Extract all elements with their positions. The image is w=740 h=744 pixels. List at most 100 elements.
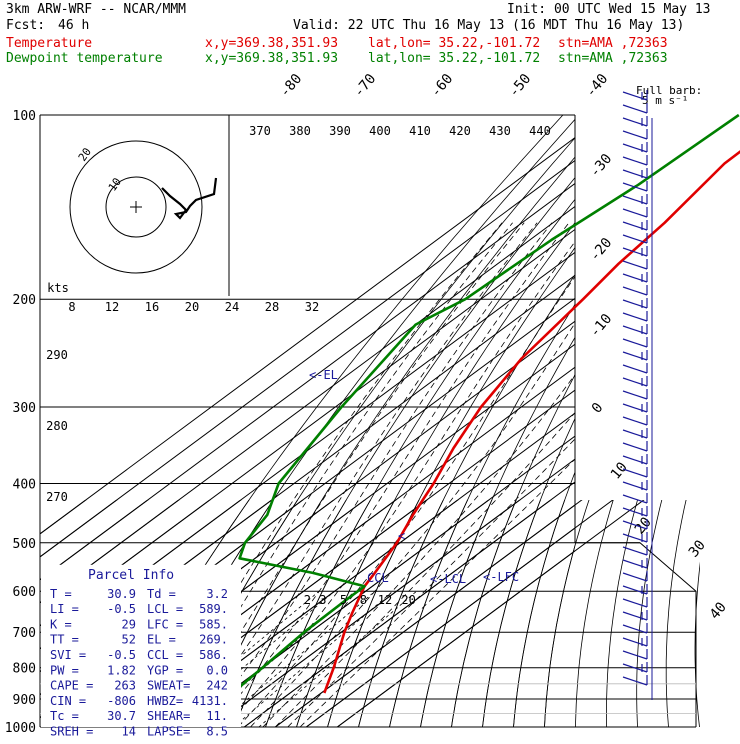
lfc-annotation: <-LFC <box>483 570 519 584</box>
parcel-row-value2: 4131. <box>192 694 228 708</box>
dry-adiabat-lower <box>390 115 708 727</box>
wind-barb <box>623 495 647 503</box>
hodo-speed-label: 20 <box>185 300 199 314</box>
parcel-row-label2: Td = <box>147 587 176 601</box>
hodo-speed-label: 16 <box>145 300 159 314</box>
wind-barb <box>623 456 647 464</box>
pressure-label: 600 <box>13 585 36 600</box>
parcel-row-label: SVI = <box>50 648 86 662</box>
el-annotation: <-EL <box>309 368 338 382</box>
dry-adiabat-lower <box>606 115 740 727</box>
parcel-row-label: Tc = <box>50 709 79 723</box>
wind-barb <box>623 443 647 451</box>
hodo-units-label: kts <box>47 281 69 295</box>
wind-barb-column <box>623 90 652 700</box>
dry-adiabat-lower <box>695 115 740 727</box>
theta-label: 420 <box>449 124 471 138</box>
hodo-speed-label: 28 <box>265 300 279 314</box>
barb-legend-units: 5 m s⁻¹ <box>642 94 688 107</box>
dewpoint-legend: Dewpoint temperature <box>6 51 163 66</box>
lfc-marker: < <box>398 529 405 543</box>
theta-label: 400 <box>369 124 391 138</box>
wind-barb <box>623 144 647 152</box>
pressure-label: 400 <box>13 477 36 492</box>
theta-label: 410 <box>409 124 431 138</box>
wind-barb <box>623 339 647 347</box>
wind-barb <box>623 365 647 373</box>
hodo-speed-label: 8 <box>68 300 75 314</box>
isotherm-label: -30 <box>587 151 616 181</box>
theta-label: 430 <box>489 124 511 138</box>
isotherm-label: 40 <box>707 599 730 622</box>
parcel-row-value: 30.9 <box>107 587 136 601</box>
wind-barb <box>623 157 647 165</box>
dewpoint-xy: x,y=369.38,351.93 <box>205 51 338 66</box>
mixing-ratio-label: 5 <box>340 593 347 607</box>
parcel-row-label: CIN = <box>50 694 86 708</box>
wind-barb <box>623 183 647 191</box>
wind-barb <box>623 209 647 217</box>
wind-barb <box>623 417 647 425</box>
temperature-latlon: lat,lon= 35.22,-101.72 <box>368 36 540 51</box>
parcel-row-label: K = <box>50 617 72 631</box>
parcel-row-label2: SWEAT= <box>147 679 190 693</box>
isotherm-label: -50 <box>506 71 535 101</box>
moist-adiabat <box>275 223 721 727</box>
dry-adiabat-lower <box>328 115 676 727</box>
dry-adiabat-lower <box>723 115 740 727</box>
fcst-value: 46 h <box>58 18 89 33</box>
parcel-row-value2: 585. <box>199 617 228 631</box>
wind-barb <box>623 612 647 620</box>
fcst-label: Fcst: <box>6 18 45 33</box>
dry-adiabat-lower <box>266 115 644 727</box>
wind-barb <box>623 170 647 178</box>
isotherm-line <box>244 115 740 727</box>
parcel-row-value: 29 <box>122 617 136 631</box>
isotherm-line-lower <box>275 115 740 727</box>
parcel-row-value: -0.5 <box>107 648 136 662</box>
parcel-info-title: Parcel Info <box>88 568 174 583</box>
pressure-label: 700 <box>13 626 36 641</box>
dewpoint-latlon: lat,lon= 35.22,-101.72 <box>368 51 540 66</box>
init-time: Init: 00 UTC Wed 15 May 13 <box>507 2 711 17</box>
dry-adiabat-lower <box>421 115 724 727</box>
parcel-row-value2: 0.0 <box>206 663 228 677</box>
pressure-label: 200 <box>13 293 36 308</box>
dry-adiabat <box>204 115 612 727</box>
wind-barb <box>623 638 647 646</box>
hodo-speed-label: 32 <box>305 300 319 314</box>
parcel-row-value: -0.5 <box>107 602 136 616</box>
wind-barb <box>623 300 647 308</box>
pressure-label: 900 <box>13 693 36 708</box>
dry-adiabat <box>666 115 740 727</box>
isotherm-label: -10 <box>587 311 616 341</box>
pressure-label: 100 <box>13 109 36 124</box>
wind-barb <box>623 560 647 568</box>
isotherm-label: 0 <box>589 400 607 417</box>
hodo-speed-label: 12 <box>105 300 119 314</box>
parcel-row-value: 30.7 <box>107 709 136 723</box>
parcel-row-label2: EL = <box>147 633 176 647</box>
wind-barb <box>623 235 647 243</box>
parcel-row-label: T = <box>50 587 72 601</box>
isotherm-line-lower <box>244 115 740 727</box>
dry-adiabat-lower <box>576 115 740 727</box>
parcel-row-value2: 8.5 <box>206 724 228 738</box>
temperature-xy: x,y=369.38,351.93 <box>205 36 338 51</box>
parcel-row-value2: 242 <box>206 679 228 693</box>
parcel-row-label: SREH = <box>50 724 93 738</box>
dry-adiabat <box>606 115 740 727</box>
parcel-row-value: 263 <box>114 679 136 693</box>
parcel-row-label2: LAPSE= <box>147 724 190 738</box>
valid-time: Valid: 22 UTC Thu 16 May 13 (16 MDT Thu … <box>293 18 684 33</box>
pressure-label: 500 <box>13 537 36 552</box>
model-title: 3km ARW-WRF -- NCAR/MMM <box>6 2 186 17</box>
mixing-ratio-label: 12 <box>378 593 392 607</box>
pressure-label: 800 <box>13 662 36 677</box>
theta-label-lower: 290 <box>46 348 68 362</box>
dry-adiabat-lower <box>514 115 740 727</box>
mixing-ratio-label: 2 <box>304 593 311 607</box>
dewpoint-stn: stn=AMA ,72363 <box>558 51 668 66</box>
isotherm-label: -80 <box>277 71 306 101</box>
